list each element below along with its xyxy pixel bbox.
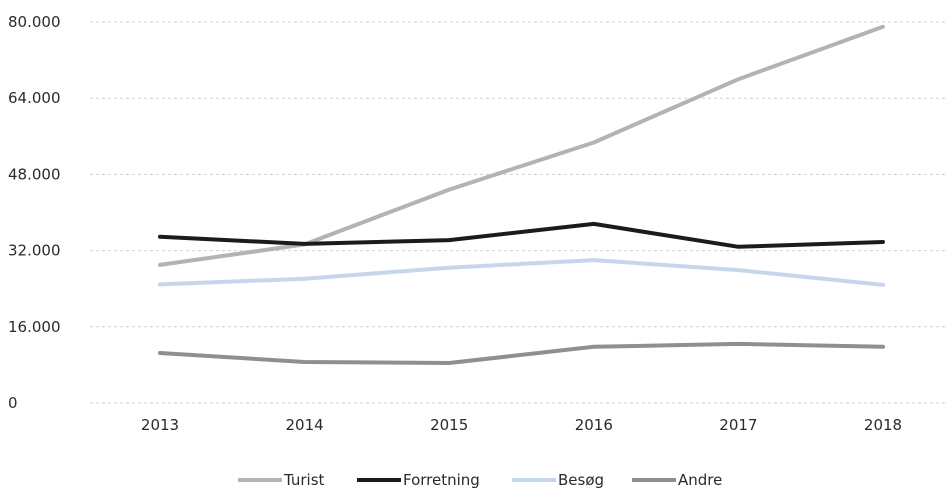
legend-label: Besøg [558, 471, 604, 489]
x-tick-label: 2014 [286, 416, 324, 434]
x-tick-label: 2015 [430, 416, 468, 434]
y-tick-label: 32.000 [8, 242, 61, 260]
x-tick-label: 2017 [719, 416, 757, 434]
x-tick-label: 2013 [141, 416, 179, 434]
y-tick-label: 64.000 [8, 89, 61, 107]
y-axis-ticks: 0 16.000 32.000 48.000 64.000 80.000 [8, 13, 61, 412]
series-line-forretning [158, 221, 885, 249]
series-line-turist [158, 24, 885, 267]
legend-label: Turist [283, 471, 325, 489]
y-tick-label: 48.000 [8, 165, 61, 183]
y-tick-label: 80.000 [8, 13, 61, 31]
x-axis-ticks: 2013 2014 2015 2016 2017 2018 [141, 416, 902, 434]
legend: Turist Forretning Besøg Andre [238, 471, 722, 489]
legend-item-besøg: Besøg [512, 471, 604, 489]
legend-label: Andre [678, 471, 722, 489]
y-tick-label: 16.000 [8, 318, 61, 336]
legend-label: Forretning [403, 471, 480, 489]
x-tick-label: 2018 [864, 416, 902, 434]
legend-item-andre: Andre [632, 471, 722, 489]
legend-item-forretning: Forretning [357, 471, 480, 489]
series-lines [158, 24, 885, 365]
y-tick-label: 0 [8, 394, 18, 412]
series-line-besøg [158, 258, 885, 287]
x-tick-label: 2016 [575, 416, 613, 434]
gridlines [90, 21, 946, 404]
series-line-andre [158, 341, 885, 365]
legend-item-turist: Turist [238, 471, 325, 489]
